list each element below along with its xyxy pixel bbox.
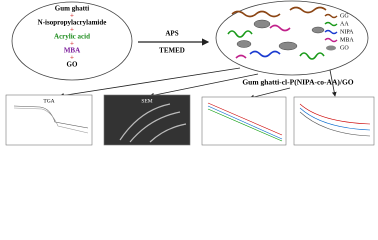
legend-label: GO xyxy=(340,45,349,51)
sem-panel: SEM xyxy=(103,94,191,146)
reactant: N-isopropylacrylamide xyxy=(38,19,107,27)
reactant: GO xyxy=(67,61,78,69)
product-name: Gum ghatti-cl-P(NIPA-co-AA)/GO xyxy=(242,78,353,87)
legend-label: AA xyxy=(340,21,349,27)
plus: + xyxy=(70,26,74,34)
legend-label: NIPA xyxy=(340,29,354,35)
result-arrows xyxy=(59,67,337,100)
tga-panel: TGA xyxy=(5,94,93,146)
kinetics-panel xyxy=(201,96,287,146)
panel-title: TGA xyxy=(43,98,54,104)
polymer-chains xyxy=(227,6,327,60)
reactant: Gum ghatti xyxy=(55,5,89,13)
condition: APS xyxy=(165,30,178,38)
swelling-panel xyxy=(293,96,375,146)
panel-title: SEM xyxy=(141,98,152,104)
plus: + xyxy=(70,40,74,48)
plus: + xyxy=(70,12,74,20)
legend-label: GG xyxy=(340,13,349,19)
product-circle xyxy=(215,0,369,76)
legend-label: MBA xyxy=(340,37,354,43)
reactant: Acrylic acid xyxy=(54,33,90,41)
condition: TEMED xyxy=(159,47,185,55)
reactant-circle xyxy=(11,1,133,81)
reactant: MBA xyxy=(64,47,80,55)
graphical-abstract: Gum ghatti + N-isopropylacrylamide + Acr… xyxy=(5,0,375,146)
go-sheets xyxy=(236,19,325,51)
plus: + xyxy=(70,54,74,62)
legend: GG AA NIPA MBA GO xyxy=(324,13,354,51)
